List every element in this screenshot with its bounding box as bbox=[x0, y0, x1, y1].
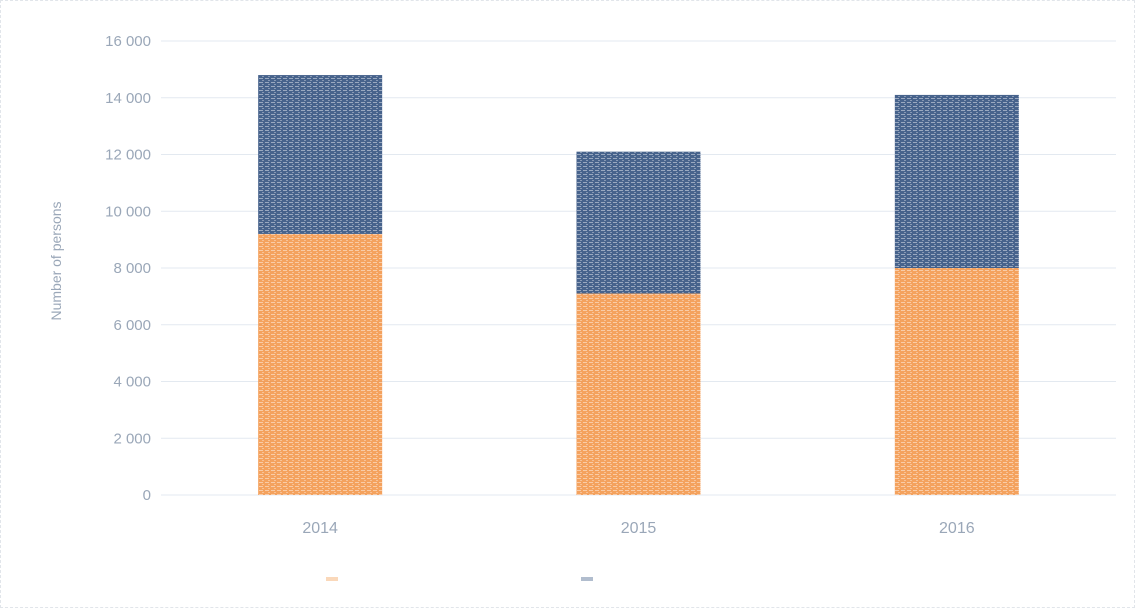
x-tick-label: 2014 bbox=[302, 520, 338, 537]
bars bbox=[258, 75, 1019, 495]
x-axis-ticks: 2014 2015 2016 bbox=[302, 520, 974, 537]
bar-segment-texture bbox=[258, 75, 383, 234]
bar-segment-texture bbox=[576, 293, 701, 495]
y-tick-label: 6 000 bbox=[113, 317, 151, 334]
bar-segment-texture bbox=[894, 94, 1019, 268]
y-tick-label: 14 000 bbox=[105, 90, 151, 107]
y-tick-label: 10 000 bbox=[105, 203, 151, 220]
bar-segment-texture bbox=[258, 233, 383, 495]
y-tick-label: 16 000 bbox=[105, 33, 151, 50]
y-tick-label: 8 000 bbox=[113, 260, 151, 277]
bar-segment-texture bbox=[576, 151, 701, 294]
legend-swatch bbox=[581, 577, 593, 581]
y-tick-label: 4 000 bbox=[113, 374, 151, 391]
y-axis-title: Number of persons bbox=[48, 201, 64, 320]
y-tick-label: 2 000 bbox=[113, 430, 151, 447]
y-axis-ticks: 0 2 000 4 000 6 000 8 000 10 000 12 000 14 000 1… bbox=[105, 33, 151, 504]
x-tick-label: 2015 bbox=[621, 520, 657, 537]
legend bbox=[326, 577, 593, 581]
legend-swatch bbox=[326, 577, 338, 581]
x-tick-label: 2016 bbox=[939, 520, 975, 537]
y-tick-label: 0 bbox=[143, 487, 151, 504]
bar-segment-texture bbox=[894, 268, 1019, 495]
y-tick-label: 12 000 bbox=[105, 147, 151, 164]
